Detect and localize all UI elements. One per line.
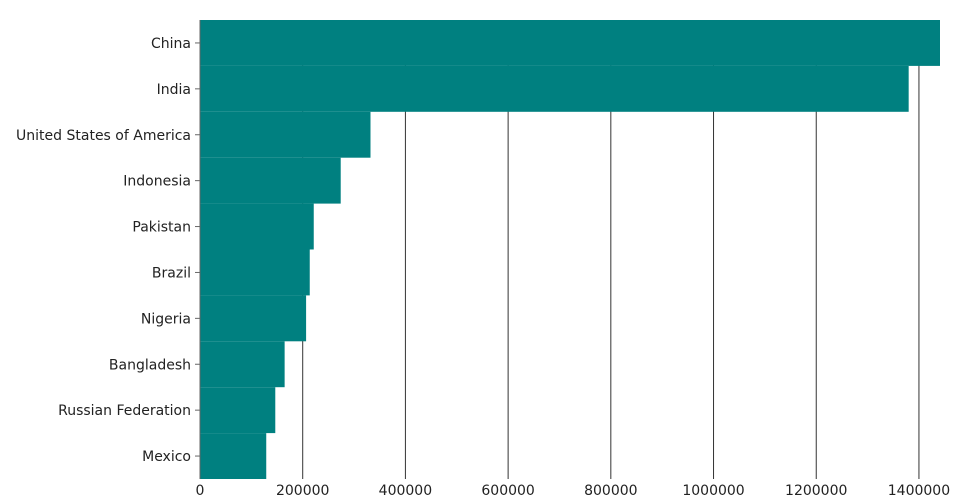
y-tick-label: China <box>151 36 191 52</box>
x-tick-label: 400000 <box>379 483 432 499</box>
y-tick-label: Indonesia <box>123 174 191 190</box>
bar-mexico[interactable] <box>200 433 267 479</box>
bar-pakistan[interactable] <box>200 203 314 250</box>
x-axis: 0 200000 400000 600000 800000 1000000 1200000 1… <box>196 483 951 499</box>
y-tick-label: Nigeria <box>141 311 191 327</box>
y-tick-label: Bangladesh <box>109 357 191 373</box>
bar-bangladesh[interactable] <box>200 341 285 388</box>
y-tick-label: United States of America <box>16 128 191 144</box>
y-tick-label: India <box>157 82 191 98</box>
bar-china[interactable] <box>200 20 940 66</box>
x-tick-label: 600000 <box>481 483 534 499</box>
x-tick-label: 200000 <box>276 483 329 499</box>
bars <box>200 20 940 479</box>
bar-united-states-of-america[interactable] <box>200 111 371 158</box>
x-tick-label: 800000 <box>584 483 637 499</box>
x-tick-label: 0 <box>196 483 205 499</box>
x-tick-label: 1200000 <box>785 483 847 499</box>
x-tick-label: 1400000 <box>888 483 950 499</box>
x-tick-label: 1000000 <box>682 483 744 499</box>
bar-russian-federation[interactable] <box>200 387 276 434</box>
bar-nigeria[interactable] <box>200 295 307 342</box>
bar-indonesia[interactable] <box>200 157 341 204</box>
bar-brazil[interactable] <box>200 249 310 296</box>
y-axis: China India United States of America Indone… <box>16 20 201 479</box>
y-tick-label: Mexico <box>142 449 191 465</box>
y-tick-label: Pakistan <box>132 220 191 236</box>
bar-india[interactable] <box>200 65 909 112</box>
y-tick-label: Russian Federation <box>58 403 191 419</box>
y-tick-label: Brazil <box>152 265 191 281</box>
